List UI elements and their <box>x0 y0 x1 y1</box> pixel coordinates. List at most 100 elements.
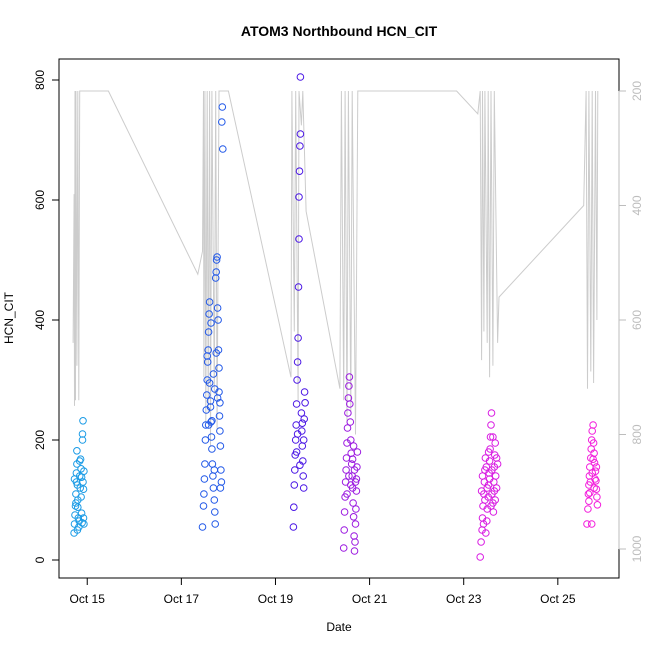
data-point <box>299 472 308 480</box>
x-tick-label: Oct 15 <box>70 592 106 606</box>
data-point <box>351 478 360 486</box>
data-point <box>290 503 298 512</box>
data-point <box>296 73 305 81</box>
y2-tick-label: 600 <box>630 310 644 330</box>
data-point <box>349 513 358 521</box>
data-point <box>477 538 485 546</box>
data-point <box>492 454 501 462</box>
data-point <box>212 268 220 276</box>
data-point <box>200 475 209 483</box>
data-point <box>211 274 220 282</box>
data-point <box>353 448 362 456</box>
data-point <box>199 502 208 510</box>
y-tick-label: 400 <box>33 310 47 330</box>
data-point <box>213 304 222 312</box>
data-point <box>198 523 207 531</box>
altitude-trace-layer <box>72 90 599 446</box>
data-point <box>290 481 299 489</box>
data-point <box>73 526 82 534</box>
data-point <box>207 433 216 441</box>
data-point <box>211 520 219 528</box>
data-point <box>340 526 349 534</box>
data-point <box>218 103 227 111</box>
data-point <box>209 370 218 378</box>
data-point <box>219 145 227 153</box>
data-point <box>352 505 360 513</box>
y2-tick-label: 200 <box>630 81 644 101</box>
data-point <box>352 475 361 483</box>
data-point <box>79 417 87 425</box>
data-point <box>479 520 488 528</box>
data-point <box>584 505 592 513</box>
data-point <box>343 490 351 498</box>
data-point <box>80 467 88 476</box>
data-point <box>77 509 86 518</box>
data-point <box>350 466 359 474</box>
data-point <box>80 520 88 528</box>
data-point <box>294 334 302 342</box>
x-tick-label: Oct 25 <box>540 592 576 606</box>
data-point <box>489 433 497 441</box>
data-point <box>350 547 359 555</box>
data-point <box>213 394 222 402</box>
data-point <box>217 466 225 474</box>
data-point <box>205 298 214 306</box>
data-point <box>206 403 215 411</box>
altitude-trace-line <box>72 90 599 446</box>
data-point <box>77 493 85 501</box>
y2-tick-label: 400 <box>630 195 644 215</box>
y-axis-label: HCN_CIT <box>2 291 16 344</box>
y-tick-label: 800 <box>33 70 47 90</box>
data-point <box>292 448 301 456</box>
data-point <box>344 409 352 417</box>
data-point <box>345 373 354 381</box>
data-point <box>583 520 591 528</box>
data-point <box>292 421 301 429</box>
data-point <box>296 130 305 138</box>
data-point <box>203 352 211 360</box>
data-point <box>212 256 221 264</box>
data-point <box>339 544 348 552</box>
data-point <box>204 421 213 429</box>
data-point <box>481 496 489 504</box>
data-point <box>593 493 601 501</box>
data-point <box>490 487 499 495</box>
data-point <box>78 519 86 527</box>
data-point <box>349 499 357 507</box>
data-point <box>213 253 221 261</box>
data-point <box>293 430 302 438</box>
data-points-layer <box>70 73 602 561</box>
data-point <box>76 484 84 492</box>
data-point <box>590 459 599 467</box>
data-point <box>585 497 593 506</box>
data-point <box>590 484 598 492</box>
data-point <box>295 193 303 201</box>
y-tick-label: 0 <box>33 556 47 563</box>
data-point <box>351 520 360 528</box>
data-point <box>216 399 224 407</box>
data-point <box>295 235 303 243</box>
x-tick-label: Oct 21 <box>352 592 388 606</box>
data-point <box>201 460 209 468</box>
y-tick-label: 200 <box>33 430 47 450</box>
data-point <box>347 449 356 458</box>
data-point <box>214 316 222 324</box>
data-point <box>345 472 353 480</box>
data-point <box>476 553 485 561</box>
data-point <box>486 433 495 441</box>
data-point <box>79 485 88 494</box>
data-point <box>210 466 219 474</box>
data-point <box>478 472 487 480</box>
y2-tick-label: 800 <box>630 424 644 444</box>
data-point <box>586 489 594 497</box>
data-point <box>218 118 226 126</box>
data-point <box>293 376 301 384</box>
y-tick-label: 600 <box>33 190 47 210</box>
data-point <box>345 382 353 390</box>
data-point <box>343 424 352 432</box>
data-point <box>206 397 215 405</box>
data-point <box>588 427 597 435</box>
data-point <box>201 436 210 444</box>
